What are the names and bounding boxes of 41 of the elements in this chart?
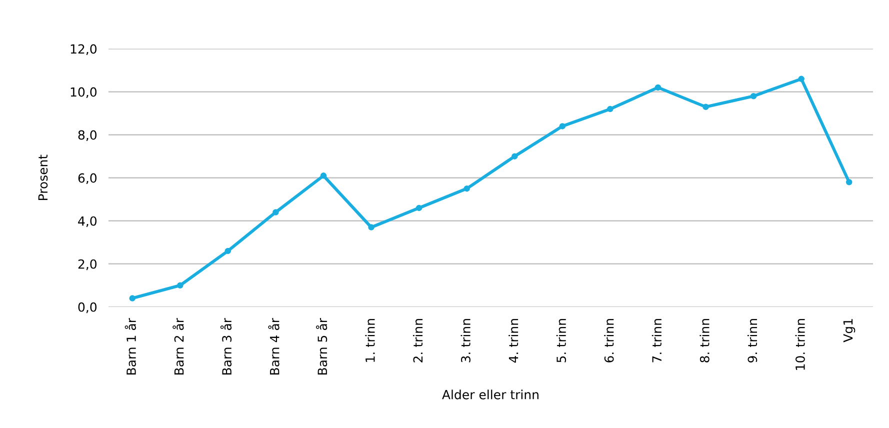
x-tick-label: 7. trinn — [652, 319, 662, 362]
point — [750, 92, 757, 100]
y-tick-label: 4,0 — [78, 216, 97, 228]
x-tick-label: Vg1 — [843, 319, 856, 342]
x-tick-label: Barn 5 år — [316, 318, 328, 375]
y-tick-label: 12,0 — [70, 44, 97, 55]
point — [607, 106, 614, 112]
x-tick-label: Barn 4 år — [268, 318, 280, 375]
y-tick-label: 6,0 — [78, 173, 97, 184]
point — [416, 204, 422, 212]
x-tick-label: Barn 3 år — [220, 318, 232, 375]
x-tick-label: 6. trinn — [604, 319, 614, 362]
x-axis-title: Alder eller trinn — [442, 390, 538, 400]
point — [511, 153, 518, 160]
y-tick-label: 8,0 — [78, 130, 97, 142]
point — [224, 248, 232, 254]
point — [129, 295, 136, 302]
x-tick-label: Barn 1 år — [124, 318, 136, 375]
x-tick-label: Barn 2 år — [172, 318, 184, 375]
y-tick-label: 0,0 — [78, 302, 97, 314]
point — [559, 123, 566, 130]
x-tick-label: 10. trinn — [795, 319, 805, 370]
point — [846, 179, 852, 186]
x-tick-label: 8. trinn — [700, 319, 710, 362]
point — [368, 224, 374, 230]
point — [272, 209, 279, 216]
point — [654, 84, 662, 91]
x-tick-label: 9. trinn — [747, 319, 758, 362]
x-tick-label: 4. trinn — [508, 319, 518, 363]
point — [320, 172, 327, 179]
point — [798, 76, 804, 82]
x-tick-label: 2. trinn — [413, 319, 422, 362]
y-tick-label: 10,0 — [70, 87, 97, 98]
x-tick-label: 1. trinn — [365, 319, 375, 362]
x-tick-label: 3. trinn — [460, 319, 470, 362]
y-tick-label: 2,0 — [78, 259, 97, 270]
x-tick-label: 5. trinn — [556, 319, 566, 362]
y-axis-title: Prosent — [38, 154, 48, 200]
point — [702, 104, 709, 110]
point — [464, 185, 470, 192]
point — [177, 282, 184, 288]
